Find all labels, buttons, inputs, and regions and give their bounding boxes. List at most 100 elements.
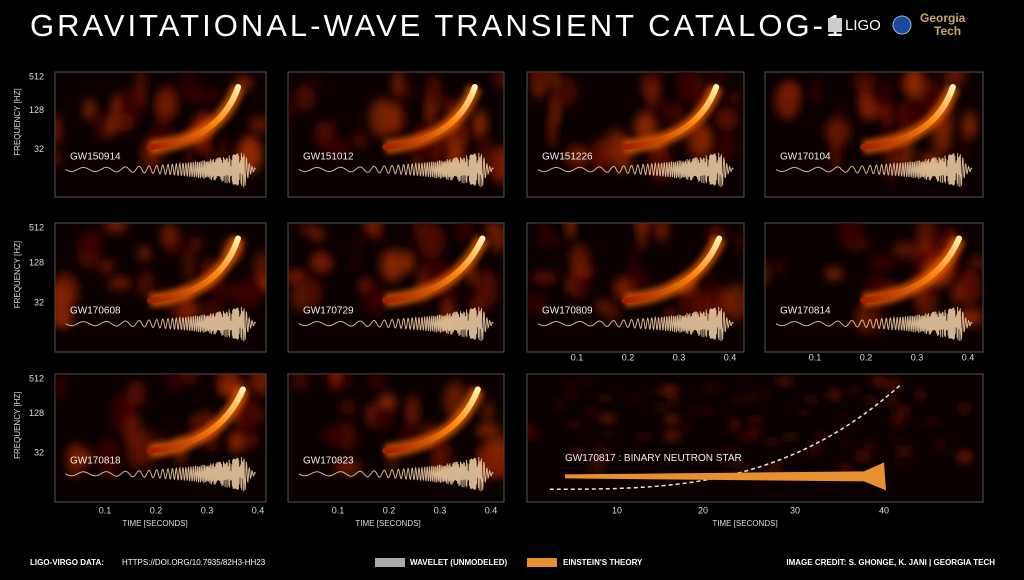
chirp	[146, 386, 246, 454]
noise-blob	[55, 149, 62, 168]
noise-blob	[891, 437, 900, 446]
noise-blob	[288, 270, 309, 283]
noise-blob	[958, 308, 983, 327]
noise-blob	[860, 441, 877, 452]
panel-label: GW170608	[70, 305, 121, 316]
noise-blob	[456, 223, 474, 243]
x-axis-label: TIME [SECONDS]	[712, 519, 777, 528]
noise-blob	[83, 98, 97, 122]
x-tick-label: 0.3	[673, 352, 686, 362]
x-tick-label: 0.2	[860, 352, 873, 362]
noise-blob	[527, 291, 548, 317]
noise-blob	[715, 131, 737, 163]
noise-blob	[628, 393, 639, 402]
x-tick-label: 0.3	[201, 505, 214, 515]
noise-blob	[488, 223, 504, 253]
noise-blob	[835, 101, 846, 118]
x-tick-label: 40	[879, 505, 889, 515]
noise-blob	[798, 410, 810, 415]
noise-blob	[839, 465, 854, 471]
noise-blob	[481, 400, 494, 423]
panel: GW170729	[287, 222, 505, 353]
noise-blob	[565, 145, 590, 167]
noise-blob	[893, 410, 901, 420]
chirp	[382, 84, 478, 150]
noise-blob	[369, 98, 397, 138]
nsf-logo	[892, 15, 912, 35]
noise-blob	[962, 110, 977, 140]
noise-blob	[656, 404, 668, 410]
noise-blob	[451, 123, 471, 145]
noise-blob	[744, 394, 758, 401]
panel: GW170608	[54, 222, 267, 353]
noise-blob	[815, 433, 829, 440]
panel-label: GW170817 : BINARY NEUTRON STAR	[565, 453, 742, 464]
noise-blob	[837, 223, 864, 247]
noise-blob	[970, 402, 979, 410]
noise-blob	[689, 405, 705, 415]
noise-blob	[903, 72, 925, 100]
noise-blob	[749, 417, 764, 422]
legend-label: EINSTEIN'S THEORY	[563, 558, 643, 567]
noise-blob	[838, 457, 848, 464]
y-tick-label: 128	[29, 408, 44, 418]
x-tick-label: 0.2	[150, 505, 163, 515]
panel: GW170818	[54, 373, 267, 503]
waveform	[298, 152, 494, 188]
noise-blob	[602, 431, 613, 437]
noise-blob	[604, 128, 626, 164]
noise-blob	[183, 247, 195, 283]
noise-blob	[300, 277, 323, 309]
noise-blob	[897, 448, 912, 455]
y-tick-label: 32	[34, 297, 44, 307]
spectrogram	[532, 72, 741, 188]
noise-blob	[653, 223, 670, 243]
noise-blob	[365, 284, 386, 316]
waveform	[537, 152, 734, 188]
noise-blob	[566, 274, 577, 295]
noise-blob	[915, 284, 938, 321]
noise-blob	[474, 269, 498, 308]
noise-blob	[806, 396, 816, 403]
noise-blob	[824, 116, 851, 147]
noise-blob	[757, 390, 771, 399]
noise-blob	[739, 374, 752, 381]
title: Gravitational-Wave Transient Catalog-1	[30, 8, 846, 43]
panel-label: GW170823	[303, 456, 354, 467]
waveform	[65, 456, 256, 492]
noise-blob	[730, 420, 739, 430]
noise-blob	[417, 223, 446, 260]
spectrogram	[527, 374, 979, 491]
noise-blob	[896, 457, 904, 466]
x-tick-label: 10	[612, 505, 622, 515]
chirp	[860, 235, 963, 304]
chirp	[146, 84, 242, 150]
noise-blob	[527, 424, 534, 429]
spectrogram	[765, 223, 983, 342]
noise-blob	[909, 456, 917, 463]
x-tick-label: 0.3	[434, 505, 447, 515]
y-tick-label: 128	[29, 105, 44, 115]
y-tick-label: 512	[29, 223, 44, 233]
x-tick-label: 0.2	[622, 352, 635, 362]
x-tick-label: 0.1	[571, 352, 584, 362]
y-tick-label: 128	[29, 257, 44, 267]
noise-blob	[704, 409, 715, 415]
noise-blob	[641, 72, 656, 99]
panel: GW151226	[526, 71, 745, 198]
noise-blob	[585, 408, 599, 419]
noise-blob	[545, 232, 559, 247]
data-source: LIGO-VIRGO DATA:	[30, 558, 104, 567]
noise-blob	[886, 397, 899, 406]
noise-blob	[527, 429, 539, 438]
noise-blob	[336, 421, 357, 451]
noise-blob	[714, 107, 739, 131]
noise-blob	[834, 413, 851, 422]
noise-blob	[670, 397, 677, 407]
noise-blob	[364, 223, 381, 237]
gt-logo: Georgia	[920, 11, 966, 25]
noise-blob	[828, 390, 840, 400]
noise-blob	[802, 455, 810, 461]
noise-blob	[664, 415, 679, 423]
spectrogram	[55, 223, 266, 342]
